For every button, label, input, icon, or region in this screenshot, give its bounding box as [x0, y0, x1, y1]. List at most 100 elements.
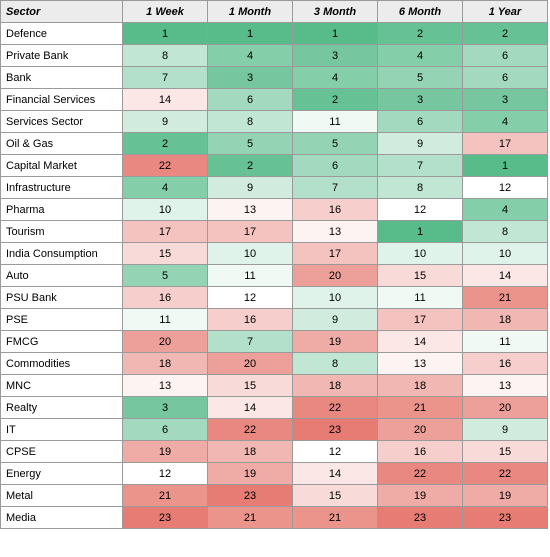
heatmap-cell-oil-and-gas-6-month: 9: [377, 132, 463, 155]
heatmap-cell-private-bank-1-month: 4: [207, 44, 293, 67]
heatmap-cell-psu-bank-3-month: 10: [292, 286, 378, 309]
heatmap-cell-auto-1-year: 14: [462, 264, 548, 287]
heatmap-cell-financial-services-1-month: 6: [207, 88, 293, 111]
sector-label-tourism: Tourism: [0, 220, 123, 243]
heatmap-cell-bank-3-month: 4: [292, 66, 378, 89]
sector-label-energy: Energy: [0, 462, 123, 485]
heatmap-cell-energy-3-month: 14: [292, 462, 378, 485]
heatmap-cell-realty-1-month: 14: [207, 396, 293, 419]
heatmap-cell-india-consumption-6-month: 10: [377, 242, 463, 265]
heatmap-cell-mnc-1-month: 15: [207, 374, 293, 397]
heatmap-cell-commodities-1-month: 20: [207, 352, 293, 375]
sector-label-financial-services: Financial Services: [0, 88, 123, 111]
heatmap-cell-pharma-1-year: 4: [462, 198, 548, 221]
heatmap-cell-fmcg-6-month: 14: [377, 330, 463, 353]
sector-label-media: Media: [0, 506, 123, 529]
heatmap-cell-private-bank-1-week: 8: [122, 44, 208, 67]
heatmap-cell-pse-3-month: 9: [292, 308, 378, 331]
heatmap-cell-it-6-month: 20: [377, 418, 463, 441]
heatmap-cell-energy-1-year: 22: [462, 462, 548, 485]
heatmap-cell-infrastructure-1-month: 9: [207, 176, 293, 199]
heatmap-cell-private-bank-1-year: 6: [462, 44, 548, 67]
heatmap-cell-metal-1-year: 19: [462, 484, 548, 507]
heatmap-cell-fmcg-1-week: 20: [122, 330, 208, 353]
heatmap-cell-media-3-month: 21: [292, 506, 378, 529]
table-row: FMCG 20 7 19 14 11: [0, 330, 548, 353]
sector-label-defence: Defence: [0, 22, 123, 45]
heatmap-cell-defence-1-week: 1: [122, 22, 208, 45]
heatmap-cell-bank-1-month: 3: [207, 66, 293, 89]
heatmap-cell-media-6-month: 23: [377, 506, 463, 529]
table-row: MNC 13 15 18 18 13: [0, 374, 548, 397]
heatmap-cell-energy-1-week: 12: [122, 462, 208, 485]
table-row: Financial Services 14 6 2 3 3: [0, 88, 548, 111]
table-row: Defence 1 1 1 2 2: [0, 22, 548, 45]
sector-label-realty: Realty: [0, 396, 123, 419]
heatmap-cell-fmcg-1-year: 11: [462, 330, 548, 353]
heatmap-table-container: Sector 1 Week 1 Month 3 Month 6 Month 1 …: [0, 0, 548, 529]
sector-label-india-consumption: India Consumption: [0, 242, 123, 265]
table-row: IT 6 22 23 20 9: [0, 418, 548, 441]
heatmap-cell-capital-market-1-year: 1: [462, 154, 548, 177]
table-row: Metal 21 23 15 19 19: [0, 484, 548, 507]
sector-label-fmcg: FMCG: [0, 330, 123, 353]
heatmap-cell-fmcg-1-month: 7: [207, 330, 293, 353]
heatmap-cell-private-bank-6-month: 4: [377, 44, 463, 67]
header-row: Sector 1 Week 1 Month 3 Month 6 Month 1 …: [0, 0, 548, 23]
heatmap-cell-cpse-1-year: 15: [462, 440, 548, 463]
table-row: Auto 5 11 20 15 14: [0, 264, 548, 287]
sector-label-psu-bank: PSU Bank: [0, 286, 123, 309]
heatmap-cell-pharma-1-month: 13: [207, 198, 293, 221]
table-row: Bank 7 3 4 5 6: [0, 66, 548, 89]
heatmap-cell-bank-1-year: 6: [462, 66, 548, 89]
heatmap-cell-pharma-1-week: 10: [122, 198, 208, 221]
table-body: Defence 1 1 1 2 2 Private Bank 8 4 3 4 6 Bank 7 3 4 5 6 Fi…: [0, 22, 548, 529]
heatmap-cell-media-1-week: 23: [122, 506, 208, 529]
heatmap-cell-oil-and-gas-1-year: 17: [462, 132, 548, 155]
table-row: PSU Bank 16 12 10 11 21: [0, 286, 548, 309]
table-row: Realty 3 14 22 21 20: [0, 396, 548, 419]
heatmap-cell-services-sector-6-month: 6: [377, 110, 463, 133]
heatmap-cell-tourism-1-year: 8: [462, 220, 548, 243]
heatmap-cell-services-sector-1-month: 8: [207, 110, 293, 133]
sector-label-pse: PSE: [0, 308, 123, 331]
heatmap-cell-media-1-year: 23: [462, 506, 548, 529]
column-header-6-month: 6 Month: [377, 0, 463, 23]
table-row: CPSE 19 18 12 16 15: [0, 440, 548, 463]
sector-label-bank: Bank: [0, 66, 123, 89]
heatmap-cell-it-3-month: 23: [292, 418, 378, 441]
heatmap-cell-services-sector-1-week: 9: [122, 110, 208, 133]
heatmap-cell-defence-3-month: 1: [292, 22, 378, 45]
heatmap-cell-bank-6-month: 5: [377, 66, 463, 89]
heatmap-cell-bank-1-week: 7: [122, 66, 208, 89]
heatmap-cell-infrastructure-1-year: 12: [462, 176, 548, 199]
heatmap-cell-commodities-6-month: 13: [377, 352, 463, 375]
heatmap-cell-oil-and-gas-3-month: 5: [292, 132, 378, 155]
heatmap-cell-tourism-1-month: 17: [207, 220, 293, 243]
heatmap-cell-psu-bank-6-month: 11: [377, 286, 463, 309]
heatmap-cell-media-1-month: 21: [207, 506, 293, 529]
column-header-sector: Sector: [0, 0, 123, 23]
heatmap-cell-realty-6-month: 21: [377, 396, 463, 419]
table-row: Media 23 21 21 23 23: [0, 506, 548, 529]
heatmap-cell-it-1-year: 9: [462, 418, 548, 441]
table-row: Oil & Gas 2 5 5 9 17: [0, 132, 548, 155]
heatmap-cell-pse-1-month: 16: [207, 308, 293, 331]
heatmap-cell-financial-services-1-year: 3: [462, 88, 548, 111]
heatmap-cell-services-sector-1-year: 4: [462, 110, 548, 133]
heatmap-cell-india-consumption-1-week: 15: [122, 242, 208, 265]
table-row: India Consumption 15 10 17 10 10: [0, 242, 548, 265]
heatmap-cell-realty-1-week: 3: [122, 396, 208, 419]
sector-label-cpse: CPSE: [0, 440, 123, 463]
heatmap-cell-infrastructure-6-month: 8: [377, 176, 463, 199]
heatmap-cell-services-sector-3-month: 11: [292, 110, 378, 133]
heatmap-cell-auto-1-month: 11: [207, 264, 293, 287]
sector-label-pharma: Pharma: [0, 198, 123, 221]
heatmap-cell-tourism-6-month: 1: [377, 220, 463, 243]
sector-label-private-bank: Private Bank: [0, 44, 123, 67]
heatmap-cell-defence-6-month: 2: [377, 22, 463, 45]
heatmap-cell-pse-1-week: 11: [122, 308, 208, 331]
heatmap-cell-metal-3-month: 15: [292, 484, 378, 507]
heatmap-cell-capital-market-3-month: 6: [292, 154, 378, 177]
heatmap-cell-financial-services-3-month: 2: [292, 88, 378, 111]
